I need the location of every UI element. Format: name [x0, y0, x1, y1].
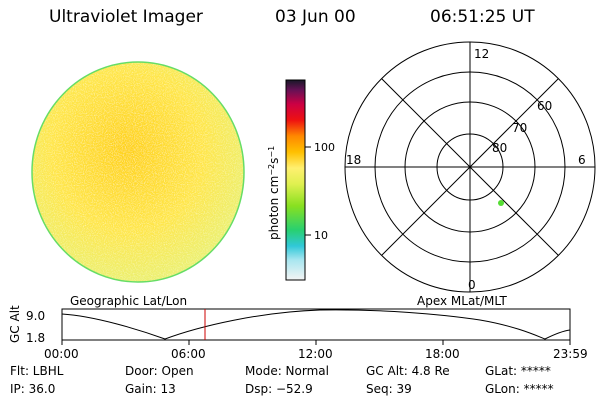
mlat-label-60: 60 — [537, 99, 552, 113]
ip-info: IP: 36.0 — [10, 382, 56, 396]
spacecraft-position-marker — [498, 200, 504, 206]
glat-info: GLat: ***** — [485, 364, 551, 378]
filter-info: Flt: LBHL — [10, 364, 64, 378]
colorbar-scale — [285, 79, 306, 281]
plot-frame — [61, 308, 571, 341]
mlt-label-6: 6 — [578, 153, 586, 167]
door-info: Door: Open — [125, 364, 194, 378]
y-tick-bottom: 1.8 — [26, 331, 45, 345]
x-tick-2359: 23:59 — [553, 347, 588, 361]
colorbar-tick-100: 100 — [314, 141, 335, 154]
mlat-label-80: 80 — [492, 141, 507, 155]
altitude-curve — [61, 309, 571, 340]
geographic-latlon-label: Geographic Lat/Lon — [70, 294, 188, 308]
glon-info: GLon: ***** — [485, 382, 554, 396]
dsp-info: Dsp: −52.9 — [245, 382, 313, 396]
app-title: Ultraviolet Imager — [49, 7, 203, 27]
date-label: 03 Jun 00 — [275, 7, 356, 27]
mlt-label-0: 0 — [468, 278, 476, 292]
colorbar-tick-10: 10 — [314, 229, 328, 242]
time-label: 06:51:25 UT — [430, 7, 535, 27]
x-tick-0600: 06:00 — [171, 347, 206, 361]
x-tick-0000: 00:00 — [44, 347, 79, 361]
x-tick-1800: 18:00 — [425, 347, 460, 361]
seq-info: Seq: 39 — [366, 382, 412, 396]
mlt-label-12: 12 — [474, 47, 489, 61]
gc-alt-info: GC Alt: 4.8 Re — [366, 364, 450, 378]
mlt-label-18: 18 — [346, 153, 361, 167]
gc-alt-axis-label: GC Alt — [8, 305, 22, 343]
apex-mlat-mlt-label: Apex MLat/MLT — [417, 294, 507, 308]
mlat-label-70: 70 — [512, 121, 527, 135]
x-tick-1200: 12:00 — [298, 347, 333, 361]
mode-info: Mode: Normal — [245, 364, 329, 378]
y-tick-top: 9.0 — [26, 309, 45, 323]
gain-info: Gain: 13 — [125, 382, 176, 396]
disk-limb — [31, 61, 245, 283]
uv-image-disk — [32, 62, 244, 282]
